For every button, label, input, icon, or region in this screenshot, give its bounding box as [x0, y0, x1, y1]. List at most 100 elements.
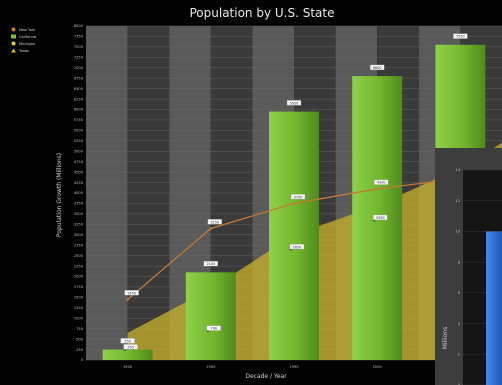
data-label-box	[370, 64, 385, 71]
bar-data-label: 250	[120, 338, 135, 344]
line-point-new-york	[292, 202, 296, 205]
data-label-box	[290, 194, 306, 200]
inset-bars	[486, 231, 502, 385]
data-label-text: 6800	[373, 66, 382, 70]
y-tick-label: 5500	[74, 129, 84, 133]
y-tick-label: 2750	[74, 243, 84, 247]
y-tick-label: 2500	[74, 254, 84, 258]
data-label-text: 3350	[376, 216, 385, 220]
inset-y-tick-label: 0	[458, 383, 461, 385]
bar-data-label: 5950	[286, 100, 302, 106]
bar-data-label: 7550	[453, 33, 468, 39]
inset-y-tick-label: 4	[458, 322, 461, 326]
y-tick-label: 2000	[74, 275, 84, 279]
data-label-box	[120, 338, 135, 344]
inset-y-tick-label: 12	[455, 199, 460, 203]
y-tick-label: 1500	[74, 296, 84, 300]
inset-y-axis-label: Millions	[442, 327, 449, 349]
legend-label: Michigan	[19, 42, 35, 46]
data-label-box	[286, 100, 302, 106]
y-tick-label: 6250	[74, 97, 84, 101]
data-label-box	[124, 290, 139, 296]
y-axis-ticks: 0 250 500 750 1000 1250 1500 1750 2000 2250 2500 27…	[74, 24, 84, 362]
scatter-data-label: 2650	[289, 244, 305, 250]
inset-y-tick-label: 14	[455, 168, 460, 172]
line-data-label: 3750	[290, 194, 306, 200]
data-label-text: 1450	[127, 291, 136, 295]
x-tick-label: 1950	[206, 365, 216, 369]
inset-y-tick-label: 6	[458, 291, 461, 295]
data-label-text: 700	[211, 327, 217, 331]
y-tick-label: 250	[76, 348, 84, 352]
legend-item: Michigan	[11, 41, 35, 46]
y-tick-label: 5250	[74, 139, 84, 143]
legend-swatch	[11, 34, 16, 39]
data-label-text: 5950	[290, 101, 299, 105]
line-point-new-york	[375, 187, 379, 191]
data-label-text: 250	[127, 345, 133, 349]
inset-y-axis-ticks: 0 2 4 6 8 10 12 14	[455, 168, 460, 385]
x-axis-label: Decade / Year	[245, 373, 287, 380]
data-label-box	[374, 179, 389, 185]
y-tick-label: 8000	[74, 24, 84, 28]
data-label-box	[373, 214, 388, 221]
legend: New York California Michigan Texas	[11, 27, 36, 53]
y-tick-label: 7250	[74, 56, 84, 60]
y-tick-label: 3500	[74, 212, 84, 216]
data-label-text: 4100	[377, 181, 386, 185]
y-axis-label: Population Growth (Millions)	[56, 153, 63, 237]
y-tick-label: 6500	[74, 87, 84, 91]
legend-swatch	[11, 41, 16, 46]
bar-california	[102, 349, 153, 360]
y-tick-label: 750	[76, 327, 84, 331]
inset-chart: 0 2 4 6 8 10 12 14 Millions	[435, 148, 502, 385]
data-label-text: 2100	[206, 262, 215, 266]
y-tick-label: 1750	[74, 285, 84, 289]
data-label-box	[207, 219, 222, 225]
y-tick-label: 5750	[74, 118, 84, 122]
x-tick-label: 1900	[123, 365, 133, 369]
data-label-box	[203, 260, 218, 267]
legend-label: California	[19, 35, 36, 39]
bar-data-label: 2100	[203, 260, 218, 267]
y-tick-label: 3250	[74, 223, 84, 227]
legend-item: California	[11, 34, 36, 39]
x-tick-label: 2000	[373, 365, 383, 369]
inset-y-tick-label: 8	[458, 260, 461, 264]
y-tick-label: 1250	[74, 306, 84, 310]
line-data-label: 3150	[207, 219, 222, 225]
legend-item: Texas	[11, 48, 29, 53]
scatter-data-label: 250	[123, 344, 138, 350]
legend-swatch	[11, 27, 16, 32]
y-tick-label: 7750	[74, 35, 84, 39]
y-tick-label: 0	[81, 358, 84, 362]
data-label-box	[206, 325, 221, 331]
line-point-new-york	[209, 227, 213, 230]
y-tick-label: 6750	[74, 76, 84, 80]
y-tick-label: 4500	[74, 170, 84, 174]
data-label-text: 2650	[293, 245, 302, 249]
chart-title: Population by U.S. State	[189, 6, 334, 20]
legend-item: New York	[11, 27, 36, 32]
bar-data-label: 6800	[370, 64, 385, 71]
y-tick-label: 7000	[74, 66, 84, 70]
data-label-box	[289, 244, 305, 250]
y-tick-label: 3000	[74, 233, 84, 237]
x-axis-ticks: 19001950199020002010	[123, 365, 466, 369]
line-data-label: 1450	[124, 290, 139, 296]
data-label-box	[123, 344, 138, 350]
y-tick-label: 2250	[74, 264, 84, 268]
inset-y-tick-label: 10	[455, 230, 460, 234]
legend-label: Texas	[18, 49, 29, 53]
y-tick-label: 500	[76, 337, 84, 341]
inset-bar	[486, 231, 502, 385]
line-point-new-york	[126, 298, 129, 301]
y-tick-label: 1000	[74, 316, 84, 320]
y-tick-label: 4250	[74, 181, 84, 185]
y-tick-label: 6000	[74, 108, 84, 112]
line-data-label: 4100	[374, 179, 389, 185]
legend-swatch	[11, 48, 16, 53]
data-label-text: 7550	[456, 35, 465, 39]
x-tick-label: 1990	[289, 365, 299, 369]
